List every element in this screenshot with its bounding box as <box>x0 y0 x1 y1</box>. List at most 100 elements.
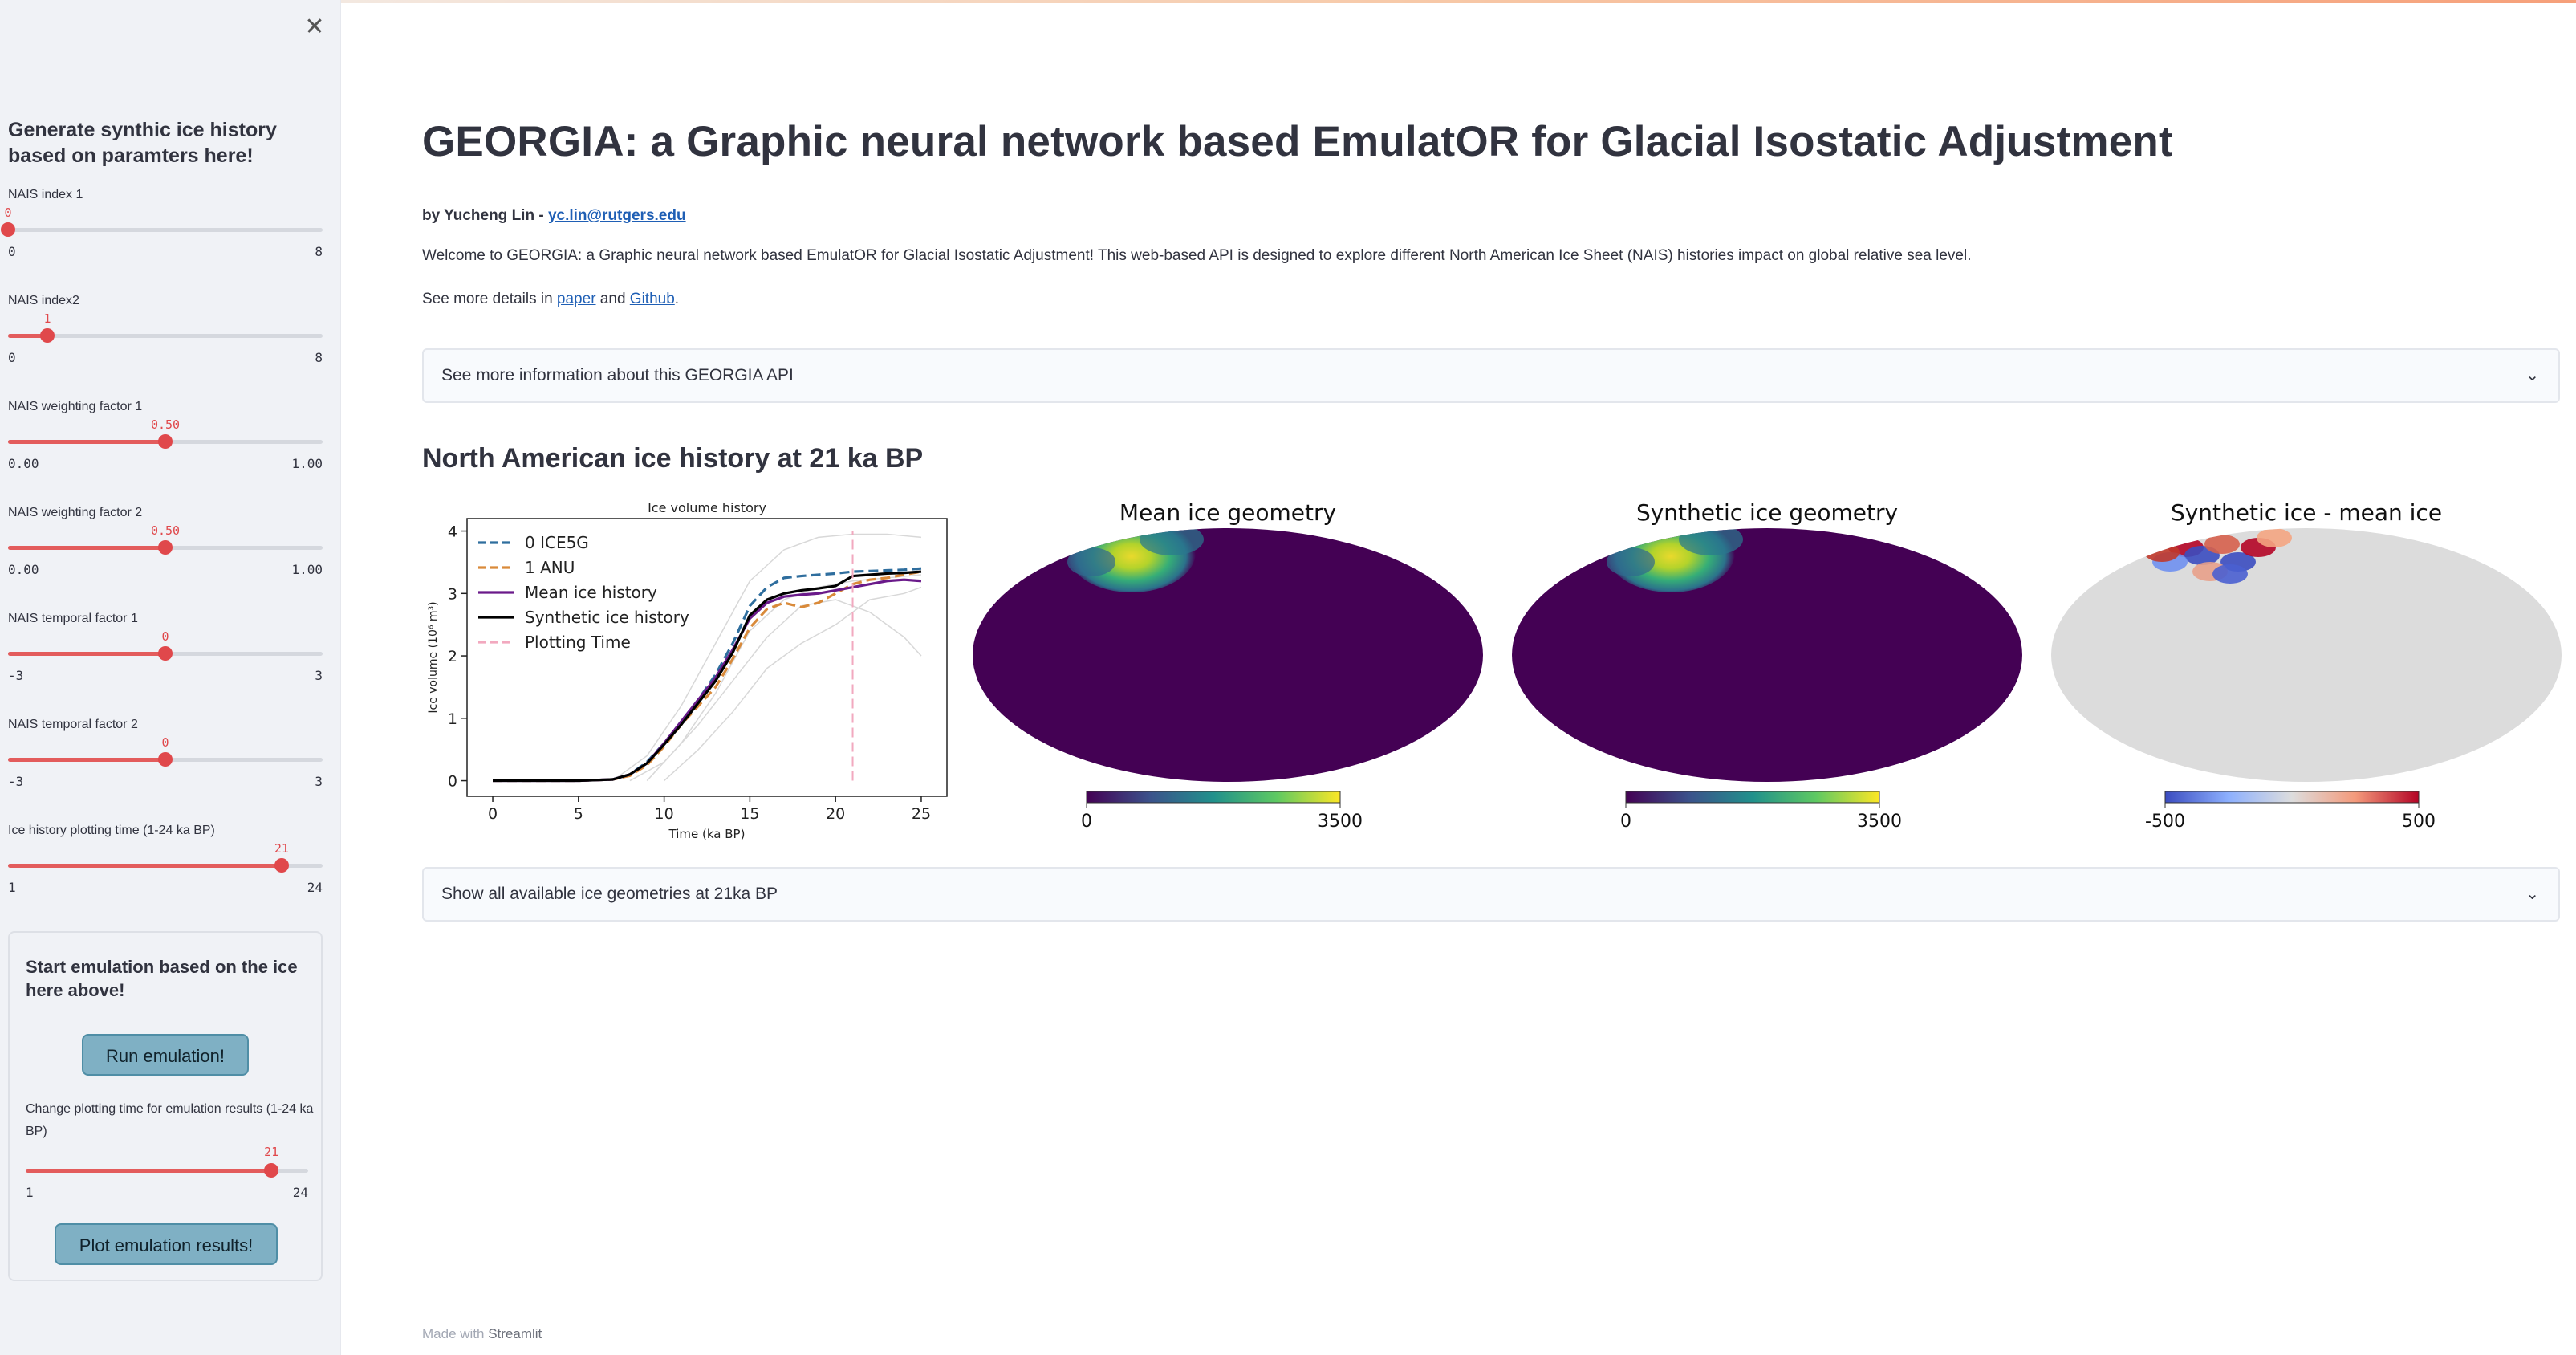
ice-blob <box>1607 547 1655 576</box>
slider-label: NAIS weighting factor 1 <box>8 400 143 413</box>
slider-thumb[interactable] <box>158 752 173 767</box>
details-suffix: . <box>674 291 680 307</box>
chart-title: Ice volume history <box>648 500 766 515</box>
geometries-expander[interactable]: Show all available ice geometries at 21k… <box>422 867 2560 922</box>
x-tick-label: 0 <box>488 805 498 823</box>
slider-4[interactable]: NAIS weighting factor 2 0.50 0.00 1.00 <box>8 506 323 602</box>
slider-7[interactable]: Ice history plotting time (1-24 ka BP) 21… <box>8 824 323 920</box>
slider-thumb[interactable] <box>158 646 173 661</box>
slider-track[interactable] <box>8 540 323 555</box>
legend-label: Synthetic ice history <box>525 608 689 627</box>
slider-fill <box>8 864 282 868</box>
colorbar <box>1086 791 1341 804</box>
legend-label: Mean ice history <box>525 583 657 602</box>
colorbar-max-label: 3500 <box>1857 812 1902 832</box>
top-decoration-bar <box>0 0 2576 3</box>
slider-label: NAIS temporal factor 2 <box>8 718 138 731</box>
slider-track[interactable] <box>8 858 323 873</box>
map-globe <box>973 528 1483 782</box>
slider-thumb[interactable] <box>158 540 173 555</box>
y-tick-label: 3 <box>448 585 457 603</box>
slider-value: 0 <box>4 205 12 220</box>
x-tick-label: 5 <box>574 805 583 823</box>
slider-max: 3 <box>315 774 323 789</box>
slider-max: 24 <box>292 1185 308 1200</box>
slider-thumb[interactable] <box>158 434 173 449</box>
slider-thumb[interactable] <box>274 858 289 873</box>
x-tick-label: 15 <box>740 805 759 823</box>
ice-diff-blob <box>2204 535 2240 554</box>
slider-value: 0 <box>161 629 169 644</box>
slider-label: NAIS index2 <box>8 294 79 307</box>
slider-6[interactable]: NAIS temporal factor 2 0 -3 3 <box>8 718 323 814</box>
byline-author: by Yucheng Lin - <box>422 207 548 224</box>
map-globe <box>2051 528 2562 782</box>
plot-emulation-button[interactable]: Plot emulation results! <box>55 1223 278 1265</box>
email-link[interactable]: yc.lin@rutgers.edu <box>547 207 686 224</box>
slider-thumb[interactable] <box>40 328 55 343</box>
slider-5[interactable]: NAIS temporal factor 1 0 -3 3 <box>8 612 323 708</box>
slider-track[interactable] <box>8 646 323 661</box>
y-tick-label: 4 <box>448 523 457 541</box>
section-heading: North American ice history at 21 ka BP <box>422 443 924 474</box>
legend-label: Plotting Time <box>525 633 631 652</box>
slider-thumb[interactable] <box>1 222 15 237</box>
slider-track[interactable] <box>1 222 323 237</box>
slider-label: NAIS index 1 <box>8 188 83 201</box>
colorbar <box>2164 791 2420 804</box>
slider-1[interactable]: NAIS index 1 0 0 8 <box>1 188 323 284</box>
emulation-panel: Start emulation based on the ice here ab… <box>8 931 323 1281</box>
github-link[interactable]: Github <box>629 291 675 307</box>
mean-ice-map: Mean ice geometry 0 3500 <box>973 499 1483 832</box>
map-title: Mean ice geometry <box>1119 499 1336 526</box>
plot-area <box>466 518 948 797</box>
sidebar: ✕ Generate synthic ice history based on … <box>0 0 341 1355</box>
difference-ice-map: Synthetic ice - mean ice -500 500 <box>2051 499 2562 832</box>
info-expander[interactable]: See more information about this GEORGIA … <box>422 348 2560 403</box>
x-tick-label: 10 <box>655 805 674 823</box>
x-tick-label: 20 <box>826 805 845 823</box>
emulation-time-slider[interactable]: 21 1 24 <box>26 1137 308 1233</box>
slider-value: 21 <box>264 1145 279 1159</box>
colorbar-max-label: 3500 <box>1318 812 1363 832</box>
chevron-down-icon: ⌄ <box>2525 367 2539 385</box>
slider-max: 1.00 <box>291 562 323 577</box>
slider-min: 0 <box>8 350 16 365</box>
slider-min: 0.00 <box>8 562 39 577</box>
ice-diff-blob <box>2257 528 2292 547</box>
slider-thumb[interactable] <box>264 1163 279 1178</box>
slider-max: 8 <box>315 350 323 365</box>
slider-fill <box>8 758 165 762</box>
ice-volume-chart: Ice volume history 0 5 10 15 20 25 0 1 2 3 4 Time (k… <box>427 500 948 841</box>
slider-label: NAIS temporal factor 1 <box>8 612 138 625</box>
ice-diff-blob <box>2212 564 2248 584</box>
map-title: Synthetic ice - mean ice <box>2171 499 2442 526</box>
details-prefix: See more details in <box>422 291 557 307</box>
paper-link[interactable]: paper <box>556 291 596 307</box>
emulation-time-label: Change plotting time for emulation resul… <box>26 1102 314 1138</box>
ice-blob <box>1140 528 1204 555</box>
series-line <box>493 570 922 783</box>
slider-min: -3 <box>8 668 24 683</box>
geometries-expander-label: Show all available ice geometries at 21k… <box>441 885 778 903</box>
slider-2[interactable]: NAIS index2 1 0 8 <box>8 294 323 390</box>
slider-fill <box>8 546 165 550</box>
close-icon[interactable]: ✕ <box>304 14 325 40</box>
slider-min: 0.00 <box>8 456 39 471</box>
slider-value: 0.50 <box>150 523 181 538</box>
slider-fill <box>8 440 165 444</box>
footer-brand[interactable]: Streamlit <box>488 1326 542 1341</box>
slider-3[interactable]: NAIS weighting factor 1 0.50 0.00 1.00 <box>8 400 323 496</box>
colorbar-min-label: 0 <box>1620 812 1631 832</box>
slider-track[interactable] <box>8 434 323 449</box>
run-emulation-button[interactable]: Run emulation! <box>82 1034 249 1076</box>
colorbar-min-label: -500 <box>2145 812 2185 832</box>
background-series-line <box>664 586 922 782</box>
emulation-title: Start emulation based on the ice here ab… <box>26 957 298 1000</box>
chevron-down-icon: ⌄ <box>2525 885 2539 903</box>
slider-track[interactable] <box>26 1163 308 1178</box>
slider-track[interactable] <box>8 752 323 767</box>
slider-track[interactable] <box>8 328 323 343</box>
slider-max: 1.00 <box>291 456 323 471</box>
y-tick-label: 1 <box>448 710 457 728</box>
